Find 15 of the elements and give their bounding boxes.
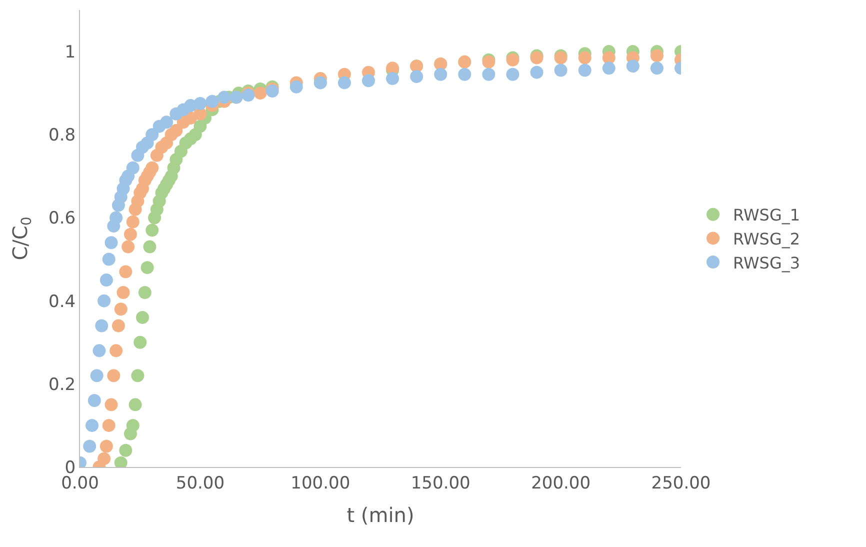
x-axis-title: t (min) [346,502,414,527]
x-tick-label: 50.00 [176,473,225,494]
y-tick-label: 0.6 [48,208,76,229]
y-tick-label: 1 [64,42,76,62]
x-tick-label: 0.00 [61,473,99,494]
legend-label: RWSG_2 [733,229,800,248]
y-tick-label: 0.4 [48,292,76,312]
x-tick-label: 200.00 [531,473,591,494]
y-tick-label: 0.2 [48,374,76,395]
legend-label: RWSG_1 [733,206,800,225]
x-tick-label: 100.00 [290,473,350,494]
x-tick-label: 250.00 [651,473,711,494]
y-tick-label: 0.8 [48,126,76,146]
x-tick-label: 150.00 [410,473,470,494]
legend-label: RWSG_3 [733,253,800,272]
